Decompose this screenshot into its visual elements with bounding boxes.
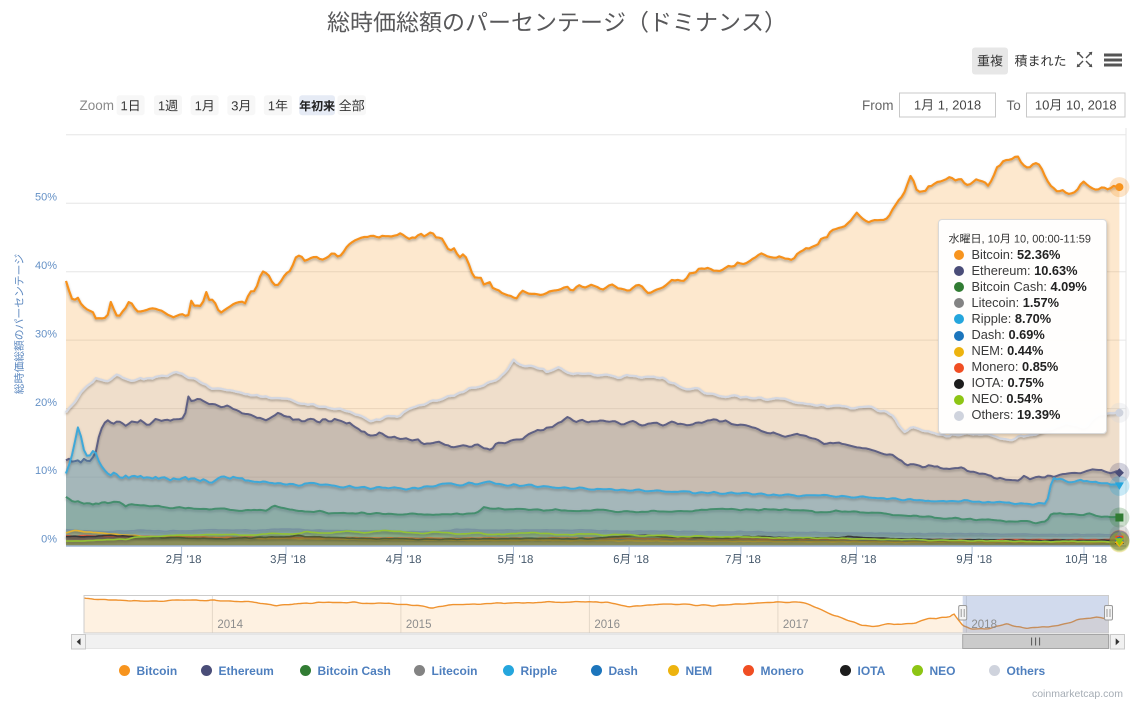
svg-text:To: To <box>1007 98 1021 113</box>
svg-text:0%: 0% <box>41 534 57 546</box>
svg-text:10%: 10% <box>35 465 57 477</box>
svg-text:2016: 2016 <box>594 619 620 631</box>
svg-text:50%: 50% <box>35 191 57 203</box>
svg-text:2017: 2017 <box>783 619 809 631</box>
svg-text:2018: 2018 <box>971 619 997 631</box>
svg-text:Zoom: Zoom <box>80 98 115 113</box>
svg-text:2014: 2014 <box>217 619 243 631</box>
svg-text:From: From <box>862 98 894 113</box>
svg-text:20%: 20% <box>35 397 57 409</box>
svg-text:30%: 30% <box>35 328 57 340</box>
svg-text:2015: 2015 <box>406 619 432 631</box>
svg-text:40%: 40% <box>35 260 57 272</box>
